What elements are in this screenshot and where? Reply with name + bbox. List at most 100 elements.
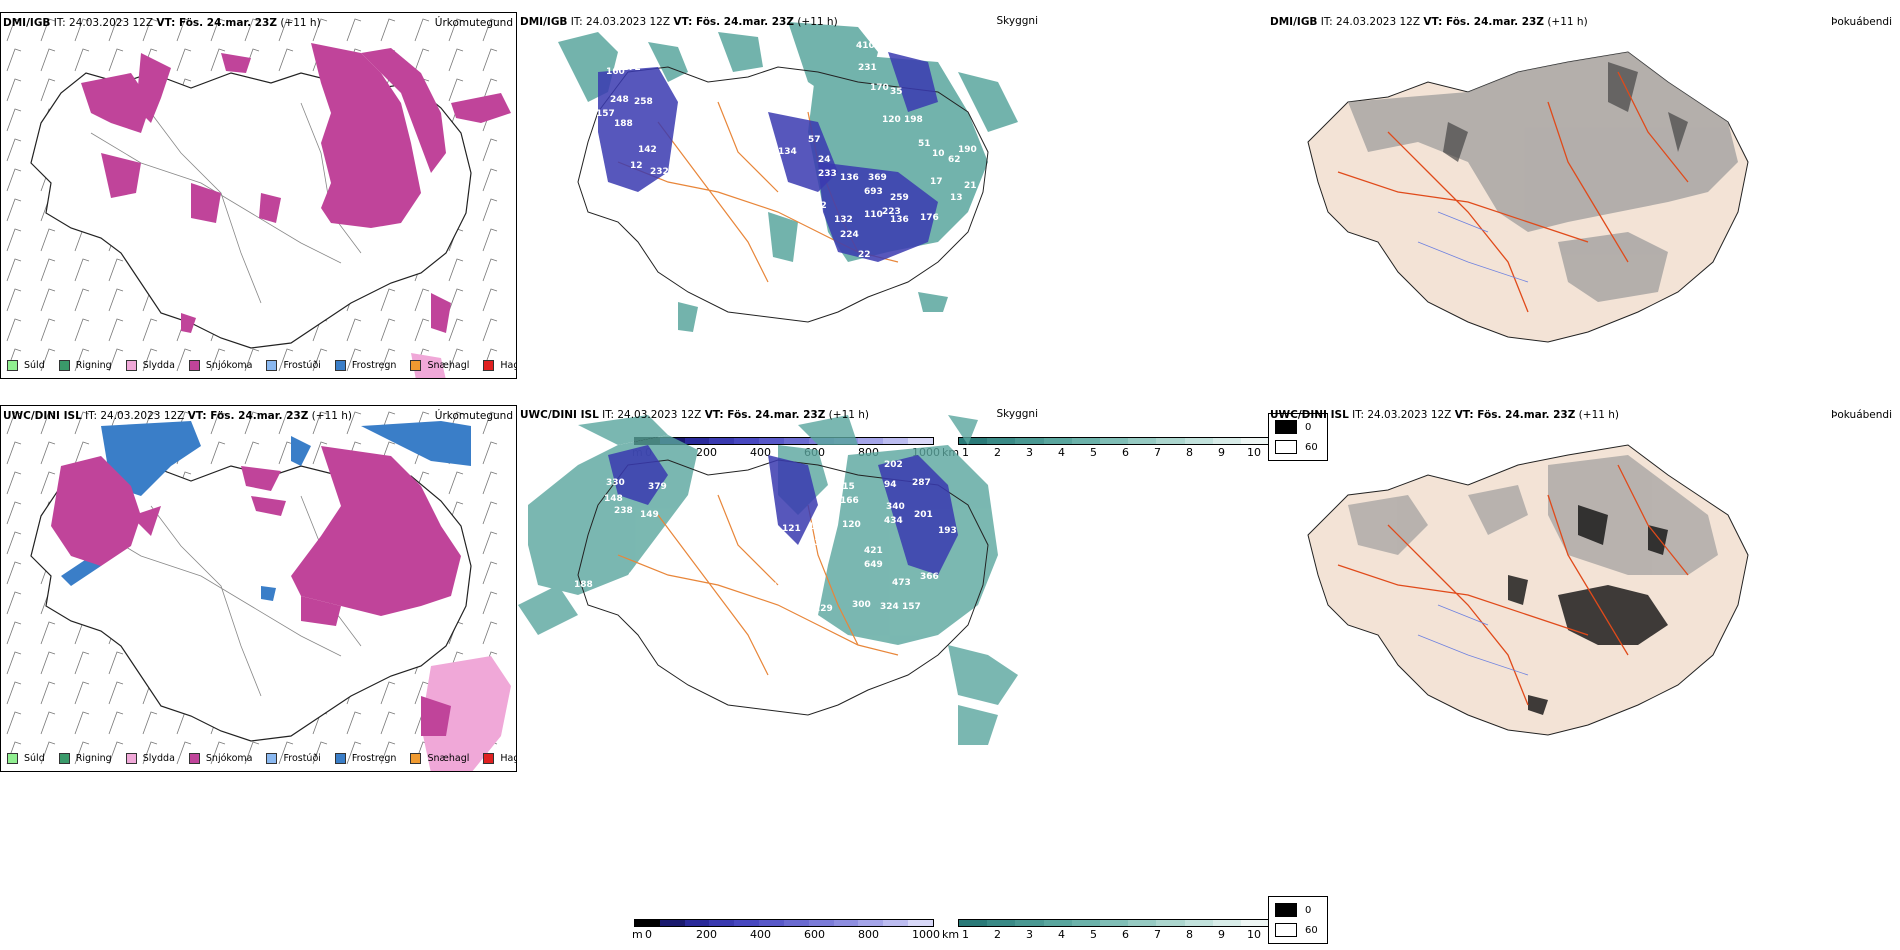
tick: 0 <box>645 928 652 941</box>
visibility-map-bottom <box>518 415 1018 745</box>
lead-time: (+11 h) <box>828 409 870 421</box>
legend-swatch <box>266 360 278 371</box>
fog-swatch <box>1275 903 1297 917</box>
colorbar-cell <box>1099 438 1129 444</box>
legend-label: Slydda <box>142 753 175 764</box>
colorbar-cell <box>908 920 933 926</box>
colorbar-cell <box>1184 438 1213 444</box>
valid-time: VT: Fös. 24.mar. 23Z <box>156 17 277 29</box>
fog-map-bottom <box>1307 444 1749 736</box>
colorbar-cell <box>709 438 735 444</box>
fog-panel-top: DMI/IGB IT: 24.03.2023 12Z VT: Fös. 24.m… <box>1268 12 1900 412</box>
colorbar-cell <box>1071 920 1100 926</box>
legend-item: Snjókoma <box>188 753 252 764</box>
panel-header: DMI/IGB IT: 24.03.2023 12Z VT: Fös. 24.m… <box>3 17 321 30</box>
legend-label: Snjókoma <box>205 360 253 371</box>
legend-swatch <box>58 753 70 764</box>
legend-label: Snæhagl <box>427 753 470 764</box>
legend-item: Haglél <box>483 360 516 371</box>
legend-swatch <box>410 360 422 371</box>
precip-type-panel-bottom: UWC/DINI ISL IT: 24.03.2023 12Z VT: Fös.… <box>0 405 517 772</box>
precip-map-bottom <box>1 406 516 771</box>
fog-legend-row: 0 <box>1275 420 1311 434</box>
tick: 800 <box>858 928 879 941</box>
visibility-km-colorbar <box>958 919 1270 927</box>
fog-legend-row: 60 <box>1275 923 1318 937</box>
colorbar-cell <box>759 920 784 926</box>
tick: 8 <box>1186 928 1193 941</box>
panel-title: Þokuábendi <box>1831 16 1892 28</box>
fog-legend-row: 0 <box>1275 903 1311 917</box>
legend-label: Slydda <box>142 360 175 371</box>
legend-label: Rigning <box>75 360 112 371</box>
legend-item: Rigning <box>58 360 112 371</box>
colorbar-cell <box>833 920 859 926</box>
colorbar-cell <box>883 920 909 926</box>
precip-legend: Súld Rigning Slydda Snjókoma Frostúði Fr… <box>7 753 516 764</box>
model-name: DMI/IGB <box>1270 16 1318 28</box>
visibility-panel-bottom: UWC/DINI ISL IT: 24.03.2023 12Z VT: Fös.… <box>518 405 1038 772</box>
visibility-panel-top: DMI/IGB IT: 24.03.2023 12Z VT: Fös. 24.m… <box>518 12 1038 379</box>
init-time: IT: 24.03.2023 12Z <box>1352 409 1452 421</box>
tick: 1 <box>962 928 969 941</box>
tick: 200 <box>696 928 717 941</box>
model-name: DMI/IGB <box>520 16 568 28</box>
fog-legend-label: 60 <box>1305 924 1318 936</box>
fog-swatch <box>1275 420 1297 434</box>
colorbar-cell <box>1043 920 1072 926</box>
panel-title: Úrkomutegund <box>434 17 513 29</box>
legend-swatch <box>483 360 495 371</box>
legend-swatch <box>334 360 346 371</box>
panel-title: Skyggni <box>996 15 1039 27</box>
tick: 4 <box>1058 446 1065 459</box>
colorbar-cell <box>1043 438 1072 444</box>
model-name: DMI/IGB <box>3 17 51 29</box>
colorbar-cell <box>987 438 1016 444</box>
colorbar-cell <box>858 438 884 444</box>
precip-type-panel-top: DMI/IGB IT: 24.03.2023 12Z VT: Fös. 24.m… <box>0 12 517 379</box>
tick: 400 <box>750 928 771 941</box>
legend-swatch <box>188 753 200 764</box>
colorbar-cell <box>1156 438 1185 444</box>
legend-label: Snæhagl <box>427 360 470 371</box>
unit-label: m <box>632 928 643 941</box>
colorbar-cell <box>709 920 735 926</box>
legend-swatch <box>266 753 278 764</box>
legend-item: Rigning <box>58 753 112 764</box>
unit-label: km <box>942 928 960 941</box>
colorbar-cell <box>1015 920 1044 926</box>
legend-swatch <box>410 753 422 764</box>
legend-label: Frostregn <box>351 360 397 371</box>
legend-item: Frostúði <box>266 360 321 371</box>
init-time: IT: 24.03.2023 12Z <box>1320 16 1421 28</box>
fog-legend-label: 0 <box>1305 904 1312 916</box>
panel-title: Skyggni <box>996 408 1039 420</box>
precip-map-top <box>1 13 516 378</box>
panel-header: DMI/IGB IT: 24.03.2023 12Z VT: Fös. 24.m… <box>1270 16 1588 29</box>
legend-label: Haglél <box>500 360 516 371</box>
precip-legend: Súld Rigning Slydda Snjókoma Frostúði Fr… <box>7 360 516 371</box>
tick: 1000 <box>912 928 940 941</box>
valid-time: VT: Fös. 24.mar. 23Z <box>1423 16 1544 28</box>
legend-item: Frostregn <box>334 753 396 764</box>
tick: 9 <box>1218 446 1225 459</box>
colorbar-cell <box>987 920 1016 926</box>
colorbar-cells <box>958 919 1270 927</box>
init-time: IT: 24.03.2023 12Z <box>53 17 154 29</box>
lead-time: (+11 h) <box>1578 409 1620 421</box>
tick: 10 <box>1247 446 1261 459</box>
colorbar-cell <box>883 438 909 444</box>
tick: 2 <box>994 446 1001 459</box>
legend-item: Súld <box>7 753 45 764</box>
tick: 3 <box>1026 928 1033 941</box>
visibility-km-colorbar <box>958 437 1270 445</box>
legend-swatch <box>125 360 137 371</box>
panel-title: Þokuábendi <box>1831 409 1892 421</box>
tick: 6 <box>1122 928 1129 941</box>
legend-item: Frostúði <box>266 753 321 764</box>
colorbar-cell <box>1240 920 1270 926</box>
legend-label: Frostúði <box>283 360 321 371</box>
init-time: IT: 24.03.2023 12Z <box>602 409 702 421</box>
colorbar-cell <box>1099 920 1129 926</box>
tick: 8 <box>1186 446 1193 459</box>
